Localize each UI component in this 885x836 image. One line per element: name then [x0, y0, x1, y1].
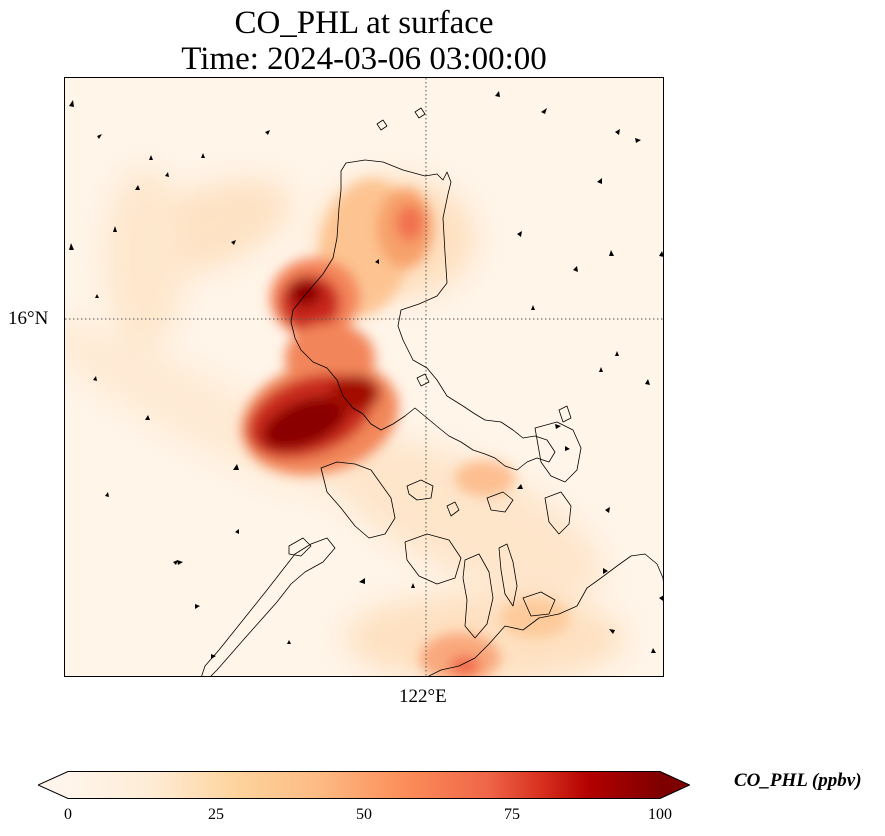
coastlines: [201, 107, 663, 676]
coastline-masbate: [486, 491, 514, 513]
wind-arrow: [411, 583, 415, 588]
coastline-panay: [404, 533, 462, 585]
colorbar-outline: [36, 771, 691, 799]
colorbar-body: [68, 771, 660, 799]
lon-tick-label: 122°E: [399, 686, 447, 707]
wind-arrow: [541, 108, 547, 114]
wind-arrow: [233, 464, 239, 470]
wind-arrow: [615, 129, 620, 135]
wind-arrow: [287, 640, 291, 644]
wind-arrow: [517, 231, 522, 237]
wind-arrow: [605, 507, 610, 513]
coastline-mindanao: [428, 553, 663, 676]
wind-arrow: [555, 424, 561, 429]
map-title-line2: Time: 2024-03-06 03:00:00: [181, 41, 547, 77]
colorbar-tick: 100: [648, 806, 672, 823]
coastline-mindoro: [320, 461, 396, 539]
concentration-field: [65, 168, 625, 676]
wind-arrow: [359, 578, 365, 584]
wind-arrow: [165, 172, 169, 177]
wind-arrow: [195, 604, 200, 609]
wind-arrow: [105, 492, 109, 497]
coastline-cebu: [498, 543, 518, 607]
colorbar-extend-low: [38, 771, 68, 799]
coastline-camiguin-n: [414, 107, 426, 119]
colorbar-tick: 25: [208, 806, 224, 823]
wind-arrow: [235, 529, 239, 534]
colorbar: [36, 771, 691, 799]
wind-arrow: [615, 351, 619, 356]
wind-arrow: [531, 305, 535, 310]
wind-arrow: [659, 251, 663, 257]
wind-arrow: [135, 185, 140, 190]
gridlines: [65, 78, 663, 676]
wind-arrow: [97, 134, 102, 139]
colorbar-tick: 75: [504, 806, 520, 823]
plume-visayas: [327, 437, 603, 599]
wind-arrow: [645, 379, 650, 385]
wind-arrow: [173, 560, 178, 565]
wind-arrow: [69, 100, 74, 107]
colorbar-label: CO_PHL (ppbv): [734, 770, 862, 791]
wind-arrow: [599, 367, 603, 372]
map-panel[interactable]: [64, 77, 664, 677]
coastline-calamian: [288, 537, 312, 557]
wind-arrow: [145, 415, 150, 420]
wind-arrow: [565, 446, 570, 451]
map-title-line1: CO_PHL at surface: [234, 5, 494, 41]
wind-arrow: [69, 243, 74, 250]
coastline-bohol: [522, 591, 556, 617]
colorbar-extend-high: [660, 771, 690, 799]
lat-tick-label: 16°N: [8, 308, 49, 329]
wind-arrow: [375, 259, 379, 264]
plume-arc-west: [105, 168, 185, 348]
wind-arrow: [95, 294, 99, 298]
coastline-luzon: [290, 159, 556, 471]
wind-arrow: [231, 240, 236, 245]
coastline-polillo: [416, 373, 430, 387]
colorbar-tick: 50: [356, 806, 372, 823]
colorbar-svg: [36, 771, 691, 799]
wind-arrow: [265, 130, 270, 135]
wind-arrow: [113, 226, 117, 232]
wind-arrow: [659, 595, 663, 601]
wind-arrow: [517, 484, 523, 489]
wind-arrow: [651, 648, 656, 653]
wind-arrow: [573, 266, 578, 272]
coastline-leyte: [544, 491, 572, 535]
wind-arrow: [597, 178, 602, 184]
wind-arrow: [211, 654, 216, 659]
colorbar-tick: 0: [64, 806, 72, 823]
map-canvas: [65, 78, 663, 676]
coastline-samar: [534, 421, 582, 483]
wind-arrow: [201, 153, 205, 158]
wind-arrow: [603, 568, 608, 574]
coastline-palawan: [201, 537, 336, 676]
wind-arrow: [93, 376, 97, 381]
wind-arrow: [149, 155, 153, 160]
wind-arrow: [177, 560, 183, 565]
coastline-negros: [462, 553, 494, 639]
coastline-marinduque: [406, 479, 434, 501]
coastline-babuyan: [376, 119, 388, 131]
wind-vectors: [69, 91, 663, 659]
wind-arrow: [609, 629, 615, 634]
wind-arrow: [495, 91, 500, 97]
coastline-romblon: [446, 501, 460, 517]
wind-arrow: [609, 250, 614, 256]
coastline-catanduanes: [558, 405, 572, 423]
wind-arrow: [635, 138, 641, 143]
